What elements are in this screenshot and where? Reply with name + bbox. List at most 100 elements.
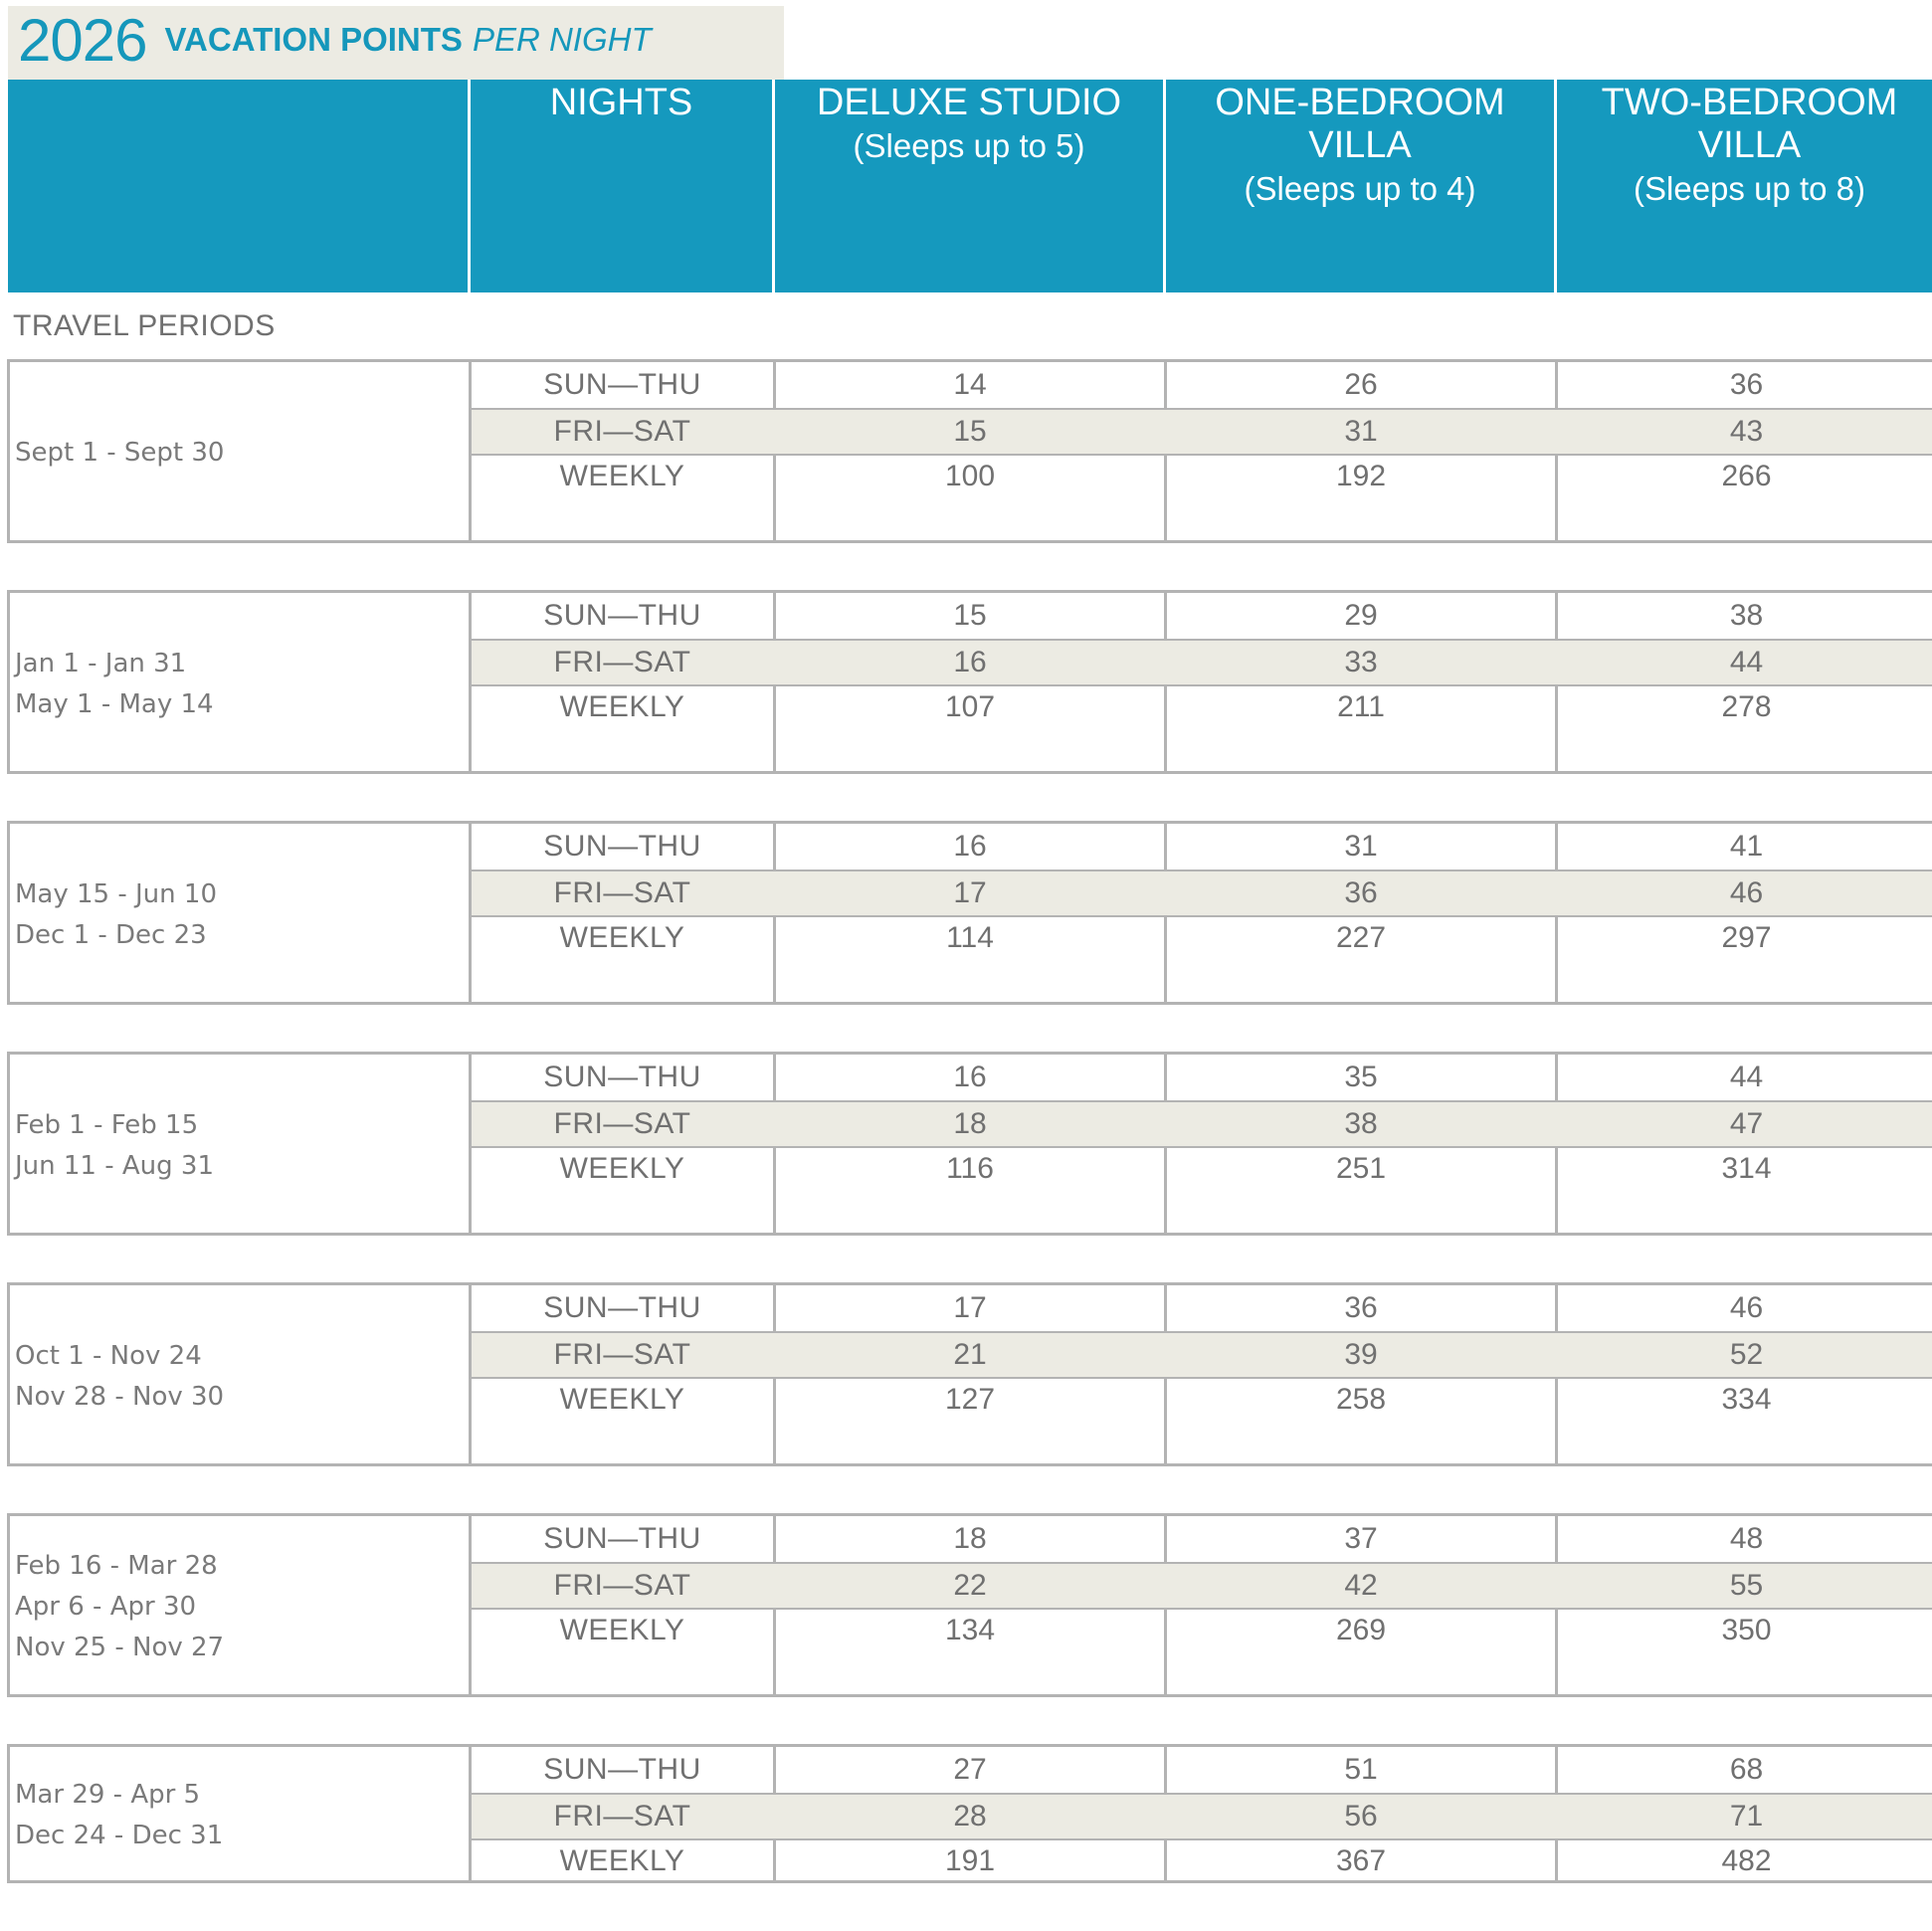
- travel-period-dates: Feb 1 - Feb 15 Jun 11 - Aug 31: [15, 1055, 468, 1233]
- travel-period-block: Feb 16 - Mar 28 Apr 6 - Apr 30 Nov 25 - No…: [7, 1513, 1932, 1697]
- column-subtitle: (Sleeps up to 8): [1634, 170, 1865, 207]
- column-divider: [469, 1052, 472, 1236]
- date-range: Sept 1 - Sept 30: [15, 438, 225, 468]
- date-range: Feb 16 - Mar 28: [15, 1551, 218, 1581]
- header-divider: [468, 80, 471, 292]
- travel-period-block: May 15 - Jun 10 Dec 1 - Dec 23 SUN—THU 16 31…: [7, 821, 1932, 1005]
- nights-cell: FRI—SAT: [553, 1338, 691, 1371]
- deluxe-studio-points: 14: [953, 368, 987, 401]
- table-row: WEEKLY 114 227 297: [472, 915, 1932, 961]
- column-title: TWO-BEDROOM VILLA: [1601, 82, 1898, 166]
- table-row: FRI—SAT 18 38 47: [472, 1100, 1932, 1148]
- one-bedroom-points: 39: [1344, 1338, 1378, 1371]
- nights-cell: SUN—THU: [543, 1061, 701, 1093]
- deluxe-studio-points: 16: [953, 830, 987, 863]
- title-year: 2026: [18, 6, 147, 74]
- one-bedroom-points: 42: [1344, 1569, 1378, 1602]
- table-row: FRI—SAT 15 31 43: [472, 408, 1932, 456]
- date-range: Feb 1 - Feb 15: [15, 1109, 199, 1140]
- column-title: ONE-BEDROOM VILLA: [1215, 82, 1505, 166]
- travel-period-block: Mar 29 - Apr 5 Dec 24 - Dec 31 SUN—THU 27 51…: [7, 1744, 1932, 1883]
- two-bedroom-points: 46: [1729, 876, 1764, 909]
- table-row: SUN—THU 14 26 36: [472, 362, 1932, 408]
- date-range: May 15 - Jun 10: [15, 878, 217, 909]
- nights-cell: FRI—SAT: [553, 646, 691, 678]
- one-bedroom-points: 211: [1337, 690, 1385, 723]
- table-row: WEEKLY 127 258 334: [472, 1377, 1932, 1423]
- one-bedroom-points: 36: [1344, 876, 1378, 909]
- travel-period-dates: May 15 - Jun 10 Dec 1 - Dec 23: [15, 824, 468, 1002]
- travel-period-block: Sept 1 - Sept 30 SUN—THU 14 26 36 FRI—SAT 15 31…: [7, 359, 1932, 543]
- table-row: WEEKLY 100 192 266: [472, 454, 1932, 499]
- deluxe-studio-points: 21: [953, 1338, 987, 1371]
- column-header-two-bedroom: TWO-BEDROOM VILLA (Sleeps up to 8): [1557, 80, 1932, 292]
- nights-cell: FRI—SAT: [553, 876, 691, 909]
- deluxe-studio-points: 100: [944, 460, 996, 492]
- one-bedroom-points: 192: [1335, 460, 1387, 492]
- nights-cell: WEEKLY: [559, 1844, 685, 1877]
- title-main: VACATION POINTS: [164, 21, 463, 58]
- table-row: WEEKLY 107 211 278: [472, 684, 1932, 730]
- travel-period-dates: Feb 16 - Mar 28 Apr 6 - Apr 30 Nov 25 - No…: [15, 1516, 468, 1694]
- table-row: FRI—SAT 21 39 52: [472, 1331, 1932, 1379]
- two-bedroom-points: 38: [1729, 599, 1764, 632]
- table-row: SUN—THU 16 31 41: [472, 824, 1932, 869]
- two-bedroom-points: 46: [1729, 1291, 1764, 1324]
- two-bedroom-points: 44: [1729, 1061, 1764, 1093]
- two-bedroom-points: 350: [1721, 1614, 1772, 1646]
- deluxe-studio-points: 15: [953, 415, 987, 448]
- one-bedroom-points: 251: [1335, 1152, 1387, 1185]
- page-title: 2026 VACATION POINTS PER NIGHT: [18, 4, 652, 76]
- two-bedroom-points: 44: [1729, 646, 1764, 678]
- date-range: Mar 29 - Apr 5: [15, 1780, 201, 1810]
- deluxe-studio-points: 15: [953, 599, 987, 632]
- column-header-nights: NIGHTS: [471, 80, 772, 292]
- table-row: SUN—THU 27 51 68: [472, 1747, 1932, 1793]
- two-bedroom-points: 297: [1721, 921, 1772, 954]
- deluxe-studio-points: 22: [953, 1569, 987, 1602]
- travel-period-dates: Sept 1 - Sept 30: [15, 362, 468, 540]
- table-row: FRI—SAT 17 36 46: [472, 869, 1932, 917]
- nights-cell: WEEKLY: [559, 1152, 685, 1185]
- deluxe-studio-points: 16: [953, 1061, 987, 1093]
- date-range: Dec 1 - Dec 23: [15, 919, 207, 950]
- two-bedroom-points: 68: [1729, 1753, 1764, 1786]
- table-header: NIGHTS DELUXE STUDIO (Sleeps up to 5) ON…: [8, 80, 1932, 292]
- travel-period-dates: Mar 29 - Apr 5 Dec 24 - Dec 31: [15, 1747, 468, 1880]
- one-bedroom-points: 36: [1344, 1291, 1378, 1324]
- one-bedroom-points: 227: [1335, 921, 1387, 954]
- nights-cell: WEEKLY: [559, 1383, 685, 1416]
- deluxe-studio-points: 116: [946, 1152, 994, 1185]
- two-bedroom-points: 55: [1729, 1569, 1764, 1602]
- nights-cell: SUN—THU: [543, 599, 701, 632]
- table-row: SUN—THU 16 35 44: [472, 1055, 1932, 1100]
- deluxe-studio-points: 107: [944, 690, 996, 723]
- travel-period-dates: Oct 1 - Nov 24 Nov 28 - Nov 30: [15, 1285, 468, 1463]
- column-header-one-bedroom: ONE-BEDROOM VILLA (Sleeps up to 4): [1166, 80, 1554, 292]
- date-range: Oct 1 - Nov 24: [15, 1340, 202, 1371]
- nights-cell: SUN—THU: [543, 830, 701, 863]
- two-bedroom-points: 43: [1729, 415, 1764, 448]
- deluxe-studio-points: 28: [953, 1800, 987, 1833]
- table-row: FRI—SAT 22 42 55: [472, 1562, 1932, 1610]
- title-tab: [8, 6, 784, 80]
- deluxe-studio-points: 127: [944, 1383, 996, 1416]
- one-bedroom-points: 367: [1335, 1844, 1387, 1877]
- column-header-deluxe-studio: DELUXE STUDIO (Sleeps up to 5): [775, 80, 1163, 292]
- one-bedroom-points: 38: [1344, 1107, 1378, 1140]
- column-subtitle: (Sleeps up to 4): [1244, 170, 1476, 207]
- date-range: May 1 - May 14: [15, 688, 214, 719]
- one-bedroom-points: 35: [1344, 1061, 1378, 1093]
- date-range: Nov 25 - Nov 27: [15, 1633, 225, 1662]
- column-divider: [469, 1513, 472, 1697]
- two-bedroom-points: 334: [1721, 1383, 1772, 1416]
- travel-period-block: Jan 1 - Jan 31 May 1 - May 14 SUN—THU 15 29 3…: [7, 590, 1932, 774]
- two-bedroom-points: 41: [1729, 830, 1764, 863]
- deluxe-studio-points: 18: [953, 1522, 987, 1555]
- table-row: WEEKLY 134 269 350: [472, 1608, 1932, 1653]
- one-bedroom-points: 31: [1344, 415, 1378, 448]
- column-divider: [469, 821, 472, 1005]
- table-row: SUN—THU 17 36 46: [472, 1285, 1932, 1331]
- column-title: DELUXE STUDIO: [816, 82, 1122, 123]
- table-row: FRI—SAT 28 56 71: [472, 1793, 1932, 1840]
